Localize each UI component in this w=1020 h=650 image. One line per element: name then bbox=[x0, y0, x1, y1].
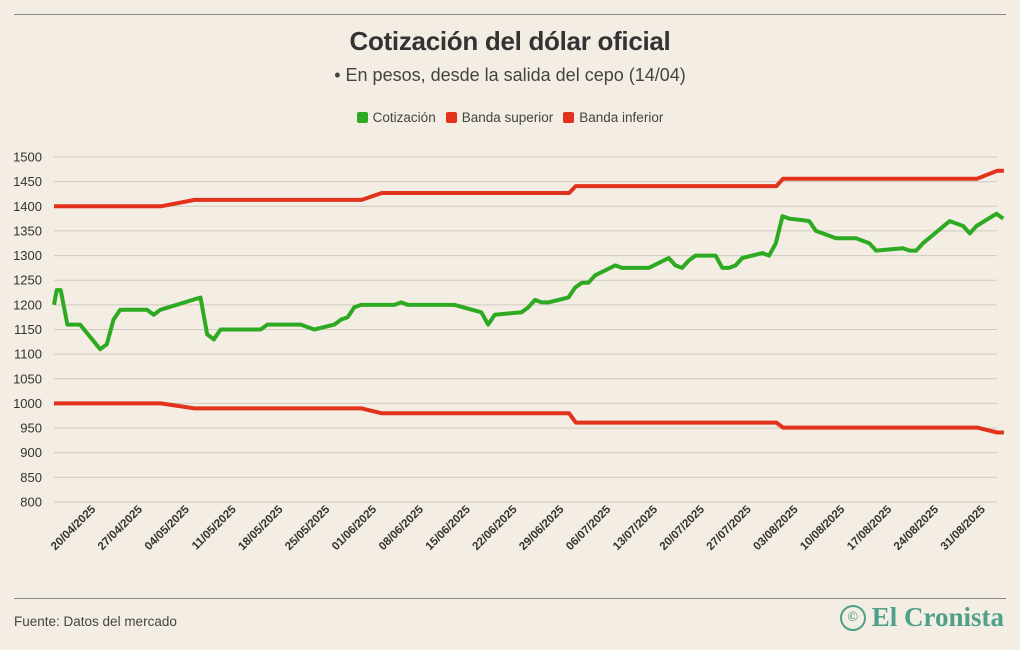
x-tick-label-18/05/2025: 18/05/2025 bbox=[236, 503, 286, 553]
legend-label-banda-inferior: Banda inferior bbox=[579, 110, 664, 125]
y-tick-label-1150: 1150 bbox=[14, 322, 42, 337]
y-tick-label-850: 850 bbox=[20, 470, 42, 485]
legend-swatch-banda-superior bbox=[445, 112, 457, 123]
legend-label-banda-superior: Banda superior bbox=[461, 110, 554, 125]
series-line-banda-inferior bbox=[54, 401, 1004, 435]
legend-label-cotizacion: Cotización bbox=[372, 110, 436, 125]
x-tick-label-27/07/2025: 27/07/2025 bbox=[705, 503, 755, 553]
y-tick-label-1100: 1100 bbox=[14, 347, 42, 362]
chart-title: Cotización del dólar oficial bbox=[349, 26, 671, 56]
x-tick-label-11/05/2025: 11/05/2025 bbox=[190, 503, 239, 552]
legend-swatch-banda-inferior bbox=[563, 112, 575, 123]
x-tick-label-22/06/2025: 22/06/2025 bbox=[470, 503, 520, 553]
top-rule bbox=[14, 14, 1006, 15]
y-tick-label-1200: 1200 bbox=[13, 297, 42, 312]
y-tick-label-1000: 1000 bbox=[13, 396, 42, 411]
legend-swatch-cotizacion bbox=[356, 112, 368, 123]
x-tick-label-31/08/2025: 31/08/2025 bbox=[939, 503, 989, 553]
x-tick-label-29/06/2025: 29/06/2025 bbox=[517, 503, 567, 553]
y-tick-label-1400: 1400 bbox=[13, 199, 42, 214]
y-tick-label-1050: 1050 bbox=[13, 371, 42, 386]
y-tick-label-1300: 1300 bbox=[13, 248, 42, 263]
legend-item-banda-inferior[interactable]: Banda inferior bbox=[563, 110, 663, 125]
x-tick-label-01/06/2025: 01/06/2025 bbox=[330, 503, 380, 553]
chart-subtitle: • En pesos, desde la salida del cepo (14… bbox=[334, 65, 686, 85]
y-tick-label-1250: 1250 bbox=[13, 273, 42, 288]
y-tick-label-950: 950 bbox=[20, 421, 42, 436]
y-tick-label-900: 900 bbox=[20, 445, 42, 460]
x-tick-label-13/07/2025: 13/07/2025 bbox=[611, 503, 661, 553]
series-line-banda-superior bbox=[54, 168, 1004, 209]
brand-name: El Cronista bbox=[871, 602, 1004, 632]
bottom-rule bbox=[14, 598, 1006, 599]
x-tick-label-17/08/2025: 17/08/2025 bbox=[845, 503, 895, 553]
x-tick-label-20/07/2025: 20/07/2025 bbox=[658, 503, 708, 553]
x-tick-label-04/05/2025: 04/05/2025 bbox=[143, 503, 193, 553]
x-tick-label-15/06/2025: 15/06/2025 bbox=[424, 503, 474, 553]
x-tick-label-20/04/2025: 20/04/2025 bbox=[49, 503, 99, 553]
legend-item-banda-superior[interactable]: Banda superior bbox=[445, 110, 554, 125]
copyright-icon: © bbox=[839, 604, 866, 631]
legend-item-cotizacion[interactable]: Cotización bbox=[356, 110, 436, 125]
x-tick-label-25/05/2025: 25/05/2025 bbox=[283, 503, 333, 553]
x-tick-label-03/08/2025: 03/08/2025 bbox=[751, 503, 801, 553]
y-tick-label-800: 800 bbox=[20, 495, 42, 510]
source-note: Fuente: Datos del mercado bbox=[14, 614, 177, 629]
x-tick-label-27/04/2025: 27/04/2025 bbox=[96, 503, 146, 553]
x-tick-label-08/06/2025: 08/06/2025 bbox=[377, 503, 427, 553]
y-tick-label-1450: 1450 bbox=[13, 174, 42, 189]
y-tick-label-1350: 1350 bbox=[13, 223, 42, 238]
legend: Cotización Banda superior Banda inferior bbox=[0, 110, 1020, 125]
x-tick-label-06/07/2025: 06/07/2025 bbox=[564, 503, 614, 553]
brand-logo[interactable]: © El Cronista bbox=[839, 602, 1004, 633]
y-tick-label-1500: 1500 bbox=[13, 150, 42, 165]
x-tick-label-10/08/2025: 10/08/2025 bbox=[798, 503, 848, 553]
x-tick-label-24/08/2025: 24/08/2025 bbox=[892, 503, 942, 553]
series-line-cotizacion bbox=[52, 211, 1005, 352]
